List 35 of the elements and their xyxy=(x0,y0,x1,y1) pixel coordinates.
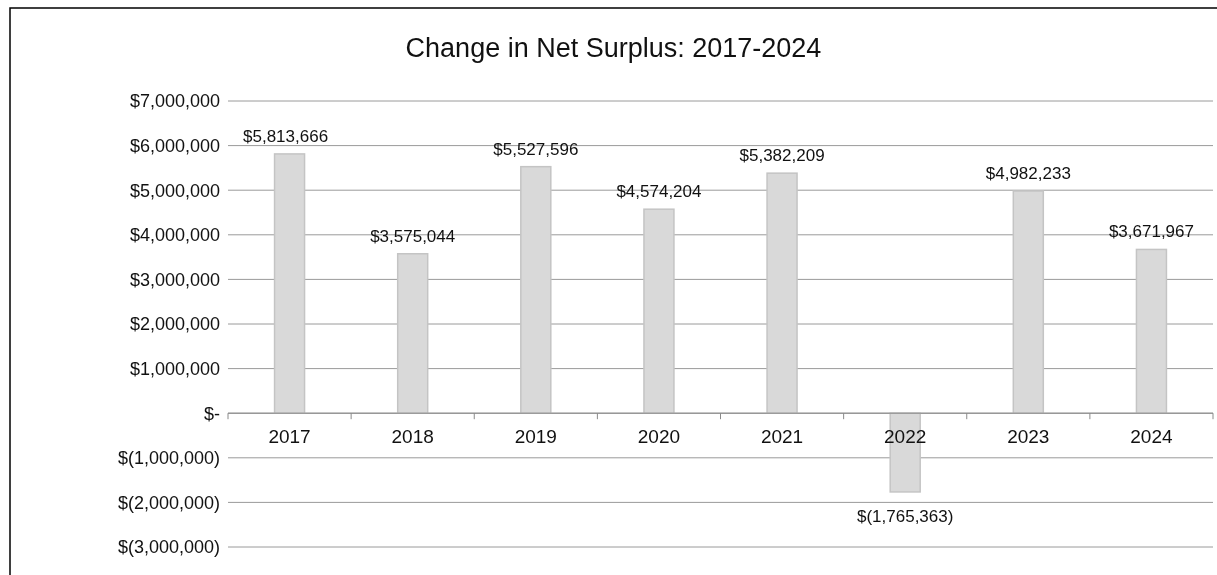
data-label: $5,527,596 xyxy=(493,139,579,159)
y-tick-label: $1,000,000 xyxy=(129,358,220,379)
chart-title: Change in Net Surplus: 2017-2024 xyxy=(405,33,822,63)
bar xyxy=(520,165,552,414)
x-tick-label: 2021 xyxy=(760,426,804,448)
y-tick-label: $(1,000,000) xyxy=(117,448,220,469)
y-tick-label: $7,000,000 xyxy=(129,91,220,112)
data-label: $4,574,204 xyxy=(616,182,702,202)
y-tick-label: $3,000,000 xyxy=(129,269,220,290)
x-tick-label: 2017 xyxy=(268,426,311,448)
y-tick-label: $2,000,000 xyxy=(129,314,220,335)
y-tick-label: $6,000,000 xyxy=(129,135,220,156)
data-label: $5,813,666 xyxy=(243,126,329,146)
x-tick-label: 2024 xyxy=(1130,426,1173,448)
data-label: $3,671,967 xyxy=(1108,222,1194,242)
data-label: $5,382,209 xyxy=(739,146,825,166)
y-tick-label: $4,000,000 xyxy=(129,225,220,246)
bar xyxy=(396,253,429,414)
y-tick-label: $(2,000,000) xyxy=(117,492,220,513)
y-tick-label: $- xyxy=(203,403,220,424)
bar xyxy=(273,153,306,414)
data-label: $3,575,044 xyxy=(370,226,456,246)
x-tick-label: 2023 xyxy=(1007,426,1050,448)
bar xyxy=(643,208,675,414)
bar xyxy=(766,172,798,414)
x-tick-label: 2018 xyxy=(391,426,434,448)
y-tick-label: $(3,000,000) xyxy=(117,537,220,558)
bar xyxy=(1012,190,1045,414)
data-label: $(1,765,363) xyxy=(856,506,954,526)
data-label: $4,982,233 xyxy=(985,163,1071,183)
x-tick-label: 2020 xyxy=(637,426,681,448)
y-tick-label: $5,000,000 xyxy=(129,180,220,201)
x-tick-label: 2019 xyxy=(514,426,557,448)
x-tick-label: 2022 xyxy=(884,426,927,448)
bar xyxy=(1135,248,1168,414)
